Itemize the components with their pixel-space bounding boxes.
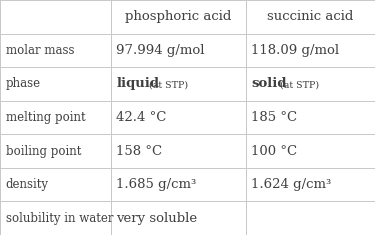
Text: 118.09 g/mol: 118.09 g/mol [251, 44, 339, 57]
Text: phosphoric acid: phosphoric acid [125, 10, 231, 23]
Text: 1.685 g/cm³: 1.685 g/cm³ [116, 178, 196, 191]
Text: solid: solid [251, 77, 287, 90]
Text: liquid: liquid [116, 77, 159, 90]
Text: very soluble: very soluble [116, 212, 197, 225]
Text: 158 °C: 158 °C [116, 145, 162, 158]
Text: solubility in water: solubility in water [6, 212, 113, 225]
Text: 97.994 g/mol: 97.994 g/mol [116, 44, 205, 57]
Text: boiling point: boiling point [6, 145, 81, 158]
Text: 185 °C: 185 °C [251, 111, 297, 124]
Text: melting point: melting point [6, 111, 85, 124]
Text: density: density [6, 178, 49, 191]
Text: molar mass: molar mass [6, 44, 74, 57]
Text: 42.4 °C: 42.4 °C [116, 111, 166, 124]
Text: (at STP): (at STP) [276, 81, 319, 90]
Text: 1.624 g/cm³: 1.624 g/cm³ [251, 178, 332, 191]
Text: 100 °C: 100 °C [251, 145, 297, 158]
Text: succinic acid: succinic acid [267, 10, 354, 23]
Text: phase: phase [6, 77, 41, 90]
Text: (at STP): (at STP) [146, 81, 188, 90]
